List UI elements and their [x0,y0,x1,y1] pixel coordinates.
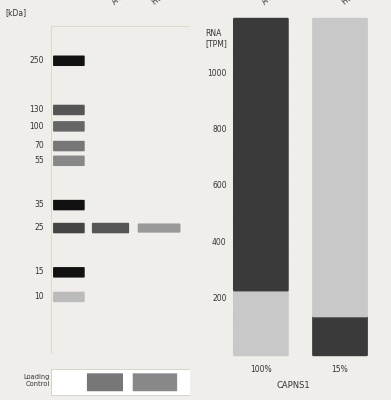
FancyBboxPatch shape [312,160,368,175]
FancyBboxPatch shape [312,303,368,317]
Text: Loading
Control: Loading Control [23,374,49,387]
FancyBboxPatch shape [53,141,85,151]
FancyBboxPatch shape [233,238,289,252]
Text: 800: 800 [212,125,227,134]
FancyBboxPatch shape [233,18,289,32]
Text: A-549: A-549 [261,0,284,7]
FancyBboxPatch shape [233,44,289,58]
FancyBboxPatch shape [233,342,289,356]
Text: 100%: 100% [250,365,272,374]
FancyBboxPatch shape [312,44,368,58]
FancyBboxPatch shape [233,173,289,188]
FancyBboxPatch shape [312,18,368,32]
FancyBboxPatch shape [233,31,289,45]
FancyBboxPatch shape [233,329,289,343]
FancyBboxPatch shape [233,70,289,84]
FancyBboxPatch shape [312,148,368,162]
FancyBboxPatch shape [312,31,368,45]
FancyBboxPatch shape [233,96,289,110]
Text: 400: 400 [212,238,227,246]
FancyBboxPatch shape [53,292,85,302]
FancyBboxPatch shape [312,277,368,291]
FancyBboxPatch shape [312,225,368,240]
FancyBboxPatch shape [312,199,368,214]
FancyBboxPatch shape [53,105,85,115]
Text: RNA
[TPM]: RNA [TPM] [205,29,227,48]
Text: High: High [102,372,119,381]
FancyBboxPatch shape [312,70,368,84]
FancyBboxPatch shape [312,316,368,330]
FancyBboxPatch shape [233,57,289,71]
Text: A-549: A-549 [111,0,134,6]
FancyBboxPatch shape [92,223,129,233]
Text: 55: 55 [34,156,44,165]
FancyBboxPatch shape [233,82,289,97]
FancyBboxPatch shape [233,148,289,162]
FancyBboxPatch shape [233,122,289,136]
FancyBboxPatch shape [312,329,368,343]
Text: HEK 293: HEK 293 [340,0,371,7]
Text: 35: 35 [34,200,44,209]
FancyBboxPatch shape [233,277,289,291]
Text: Low: Low [152,372,167,381]
FancyBboxPatch shape [53,121,85,132]
FancyBboxPatch shape [312,134,368,149]
FancyBboxPatch shape [51,370,190,394]
FancyBboxPatch shape [312,57,368,71]
FancyBboxPatch shape [53,56,85,66]
FancyBboxPatch shape [312,238,368,252]
FancyBboxPatch shape [233,212,289,226]
Text: 15: 15 [34,268,44,276]
FancyBboxPatch shape [312,212,368,226]
FancyBboxPatch shape [233,160,289,175]
Text: CAPNS1: CAPNS1 [276,382,310,390]
FancyBboxPatch shape [87,373,123,391]
FancyBboxPatch shape [312,186,368,201]
FancyBboxPatch shape [133,373,177,391]
Text: 600: 600 [212,182,227,190]
Text: 70: 70 [34,141,44,150]
FancyBboxPatch shape [53,267,85,278]
Text: 15%: 15% [332,365,348,374]
Text: 250: 250 [29,56,44,65]
FancyBboxPatch shape [312,173,368,188]
FancyBboxPatch shape [312,122,368,136]
Text: 1000: 1000 [207,69,227,78]
FancyBboxPatch shape [312,342,368,356]
Text: HEK 293: HEK 293 [151,0,181,6]
FancyBboxPatch shape [53,200,85,210]
FancyBboxPatch shape [233,316,289,330]
FancyBboxPatch shape [233,290,289,304]
FancyBboxPatch shape [312,82,368,97]
FancyBboxPatch shape [312,108,368,123]
FancyBboxPatch shape [233,199,289,214]
Text: 100: 100 [29,122,44,130]
FancyBboxPatch shape [53,223,85,233]
Text: 200: 200 [212,294,227,303]
FancyBboxPatch shape [312,96,368,110]
FancyBboxPatch shape [53,156,85,166]
FancyBboxPatch shape [138,224,181,233]
Text: [kDa]: [kDa] [5,8,26,17]
FancyBboxPatch shape [312,290,368,304]
Text: 130: 130 [29,105,44,114]
FancyBboxPatch shape [233,251,289,266]
FancyBboxPatch shape [233,303,289,317]
FancyBboxPatch shape [233,108,289,123]
FancyBboxPatch shape [233,264,289,278]
Text: 25: 25 [34,223,44,232]
FancyBboxPatch shape [312,264,368,278]
FancyBboxPatch shape [233,134,289,149]
FancyBboxPatch shape [233,186,289,201]
Text: 10: 10 [34,292,44,301]
FancyBboxPatch shape [233,225,289,240]
FancyBboxPatch shape [312,251,368,266]
